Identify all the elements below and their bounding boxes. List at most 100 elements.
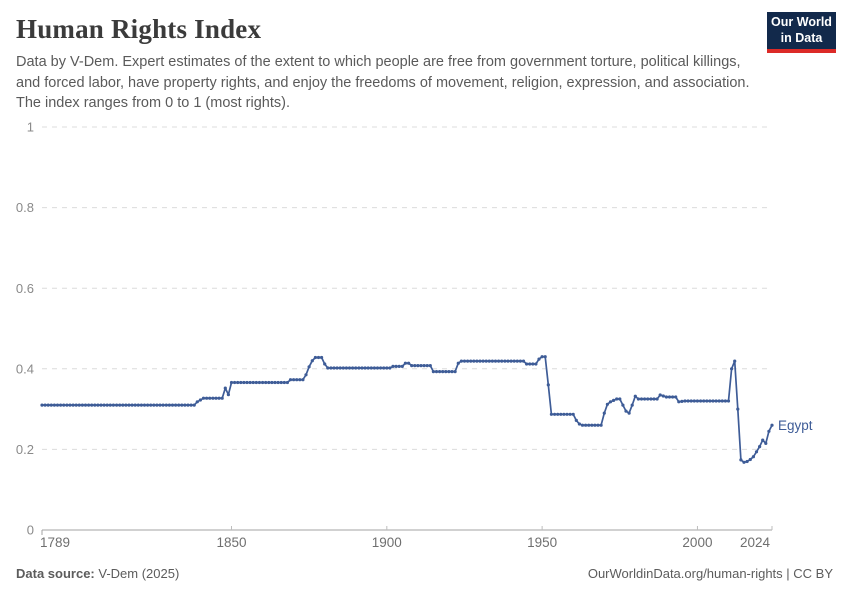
page-title: Human Rights Index	[16, 14, 262, 44]
data-point-marker	[553, 412, 557, 416]
data-point-marker	[382, 366, 386, 370]
data-point-marker	[692, 399, 696, 403]
data-point-marker	[323, 362, 327, 366]
data-point-marker	[546, 383, 550, 387]
data-point-marker	[587, 423, 591, 427]
data-point-marker	[198, 398, 202, 402]
data-point-marker	[223, 386, 227, 390]
data-point-marker	[677, 400, 681, 404]
y-axis-tick-label: 0.4	[16, 361, 34, 376]
data-point-marker	[52, 403, 57, 407]
data-point-marker	[612, 398, 616, 402]
data-point-marker	[62, 403, 66, 407]
data-point-marker	[562, 412, 566, 416]
data-point-marker	[270, 380, 274, 385]
owid-logo[interactable]: Our World in Data	[767, 12, 836, 53]
data-point-marker	[388, 366, 392, 370]
data-point-marker	[633, 394, 637, 398]
data-point-marker	[379, 366, 383, 370]
data-point-marker	[264, 380, 268, 385]
data-point-marker	[624, 409, 628, 413]
data-point-marker	[689, 399, 693, 403]
data-point-marker	[413, 364, 417, 368]
chart-subtitle: Data by V-Dem. Expert estimates of the e…	[16, 54, 750, 112]
data-point-marker	[671, 395, 675, 399]
data-point-marker	[503, 359, 507, 363]
data-point-marker	[556, 412, 560, 416]
data-point-marker	[214, 396, 218, 400]
data-source-label: Data source:	[16, 566, 95, 581]
data-point-marker	[739, 458, 743, 462]
data-point-marker	[139, 403, 143, 407]
egypt-line[interactable]	[42, 355, 773, 464]
data-point-marker	[711, 399, 715, 403]
data-point-marker	[167, 403, 171, 407]
data-point-marker	[767, 429, 771, 433]
data-point-marker	[363, 366, 367, 370]
data-point-marker	[469, 359, 473, 363]
y-axis-tick-label: 0	[27, 523, 34, 538]
data-point-marker	[93, 403, 97, 407]
data-point-marker	[320, 355, 324, 360]
data-point-marker	[667, 395, 672, 399]
data-point-marker	[490, 359, 494, 363]
data-point-marker	[419, 364, 423, 368]
data-point-marker	[332, 366, 336, 370]
data-point-marker	[236, 380, 240, 385]
data-point-marker	[201, 396, 206, 400]
data-point-marker	[344, 366, 348, 370]
data-point-marker	[758, 445, 762, 449]
owid-credit-link[interactable]: OurWorldinData.org/human-rights | CC BY	[587, 566, 833, 581]
data-point-marker	[105, 403, 109, 407]
data-point-marker	[636, 397, 641, 401]
x-axis-tick-label: 2000	[682, 535, 712, 550]
data-point-marker	[307, 365, 311, 369]
data-point-marker	[55, 403, 60, 407]
data-point-marker	[211, 396, 215, 400]
data-point-marker	[310, 359, 314, 363]
data-point-marker	[680, 399, 684, 403]
series-label-egypt[interactable]: Egypt	[778, 418, 813, 433]
data-point-marker	[316, 355, 321, 360]
data-point-marker	[195, 400, 199, 404]
data-point-marker	[99, 403, 103, 407]
data-point-marker	[540, 355, 544, 359]
data-point-marker	[285, 380, 289, 385]
data-point-marker	[292, 378, 296, 382]
data-point-marker	[360, 366, 364, 370]
egypt-series[interactable]	[40, 355, 774, 464]
data-point-marker	[146, 403, 150, 407]
data-point-marker	[226, 393, 230, 397]
data-point-marker	[602, 411, 606, 415]
data-point-marker	[745, 459, 749, 464]
y-axis-tick-label: 0.6	[16, 281, 34, 296]
x-axis-tick-label: 1789	[40, 535, 70, 550]
data-point-marker	[658, 393, 662, 397]
y-axis-tick-label: 1	[27, 120, 34, 135]
data-point-marker	[590, 423, 594, 427]
data-point-marker	[472, 359, 476, 363]
data-point-marker	[506, 359, 510, 363]
data-point-marker	[273, 380, 277, 385]
data-point-marker	[397, 364, 401, 368]
data-point-marker	[574, 418, 578, 422]
data-point-marker	[174, 403, 178, 407]
data-point-marker	[102, 403, 106, 407]
data-point-marker	[248, 380, 252, 385]
data-point-marker	[537, 357, 541, 361]
data-point-marker	[326, 366, 330, 370]
data-point-marker	[341, 366, 345, 370]
data-point-marker	[450, 370, 454, 374]
data-point-marker	[403, 361, 407, 365]
data-point-marker	[177, 403, 181, 407]
data-point-marker	[65, 403, 69, 407]
data-point-marker	[652, 397, 656, 401]
y-axis-tick-label: 0.2	[16, 442, 34, 457]
data-point-marker	[68, 403, 72, 407]
data-point-marker	[497, 359, 501, 363]
data-point-marker	[493, 359, 498, 363]
data-point-marker	[571, 412, 575, 416]
data-point-marker	[124, 403, 128, 407]
